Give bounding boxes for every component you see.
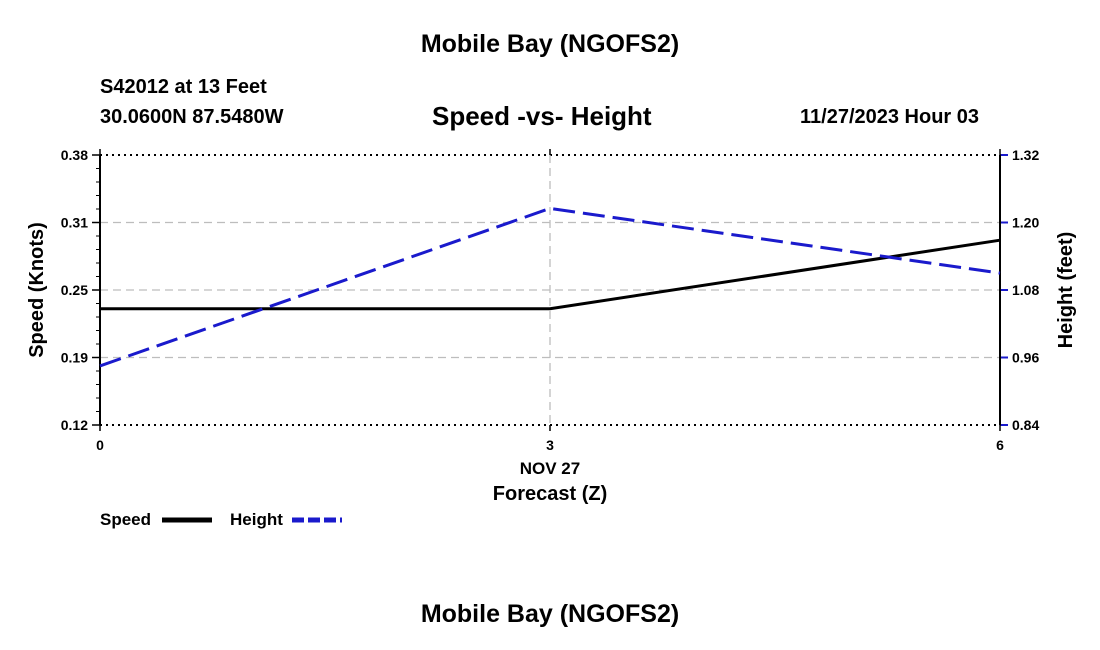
x-axis-label: Forecast (Z)	[493, 483, 607, 505]
series-speed-line	[100, 238, 1001, 311]
series-height-line	[99, 206, 1001, 368]
page-title: Mobile Bay (NGOFS2)	[420, 30, 680, 58]
y-tick-label: 0.25	[61, 282, 88, 298]
y2-tick-label: 0.96	[1012, 350, 1039, 366]
footer-title: Mobile Bay (NGOFS2)	[420, 600, 680, 628]
y-tick-label: 0.31	[61, 215, 88, 231]
x-tick-label: 3	[546, 437, 554, 453]
axes-layer: 0.38 0.31 0.25 0.19 0.12 1.32 1.20 1.08 0.96 0.84…	[61, 147, 1040, 453]
y2-axis-label: Height (feet)	[1055, 232, 1077, 349]
grid-layer	[100, 154, 1000, 426]
chart-title: Speed -vs- Height	[432, 101, 652, 131]
y2-tick-label: 0.84	[1012, 417, 1039, 433]
y-axis-label: Speed (Knots)	[26, 222, 48, 358]
y2-tick-label: 1.08	[1012, 282, 1039, 298]
y-tick-label: 0.19	[61, 350, 88, 366]
series-layer	[99, 206, 1001, 368]
legend-height-label: Height	[230, 510, 283, 529]
y-tick-label: 0.12	[61, 417, 88, 433]
y2-tick-label: 1.32	[1012, 147, 1039, 163]
x-tick-label: 6	[996, 437, 1004, 453]
y-tick-label: 0.38	[61, 147, 88, 163]
chart-legend: Speed Height	[100, 510, 342, 529]
legend-speed-label: Speed	[100, 510, 151, 529]
x-tick-label: 0	[96, 437, 104, 453]
forecast-datetime: 11/27/2023 Hour 03	[800, 106, 980, 128]
station-label: S42012 at 13 Feet	[100, 76, 267, 98]
x-axis-sublabel: NOV 27	[520, 459, 580, 478]
station-coordinates: 30.0600N 87.5480W	[100, 106, 284, 128]
labels-layer: NOV 27 Forecast (Z) Speed (Knots) Height…	[26, 222, 1077, 505]
y2-tick-label: 1.20	[1012, 215, 1039, 231]
